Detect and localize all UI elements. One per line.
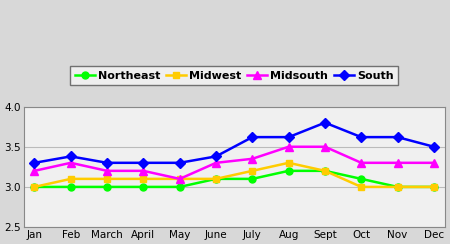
Legend: Northeast, Midwest, Midsouth, South: Northeast, Midwest, Midsouth, South xyxy=(70,66,398,85)
